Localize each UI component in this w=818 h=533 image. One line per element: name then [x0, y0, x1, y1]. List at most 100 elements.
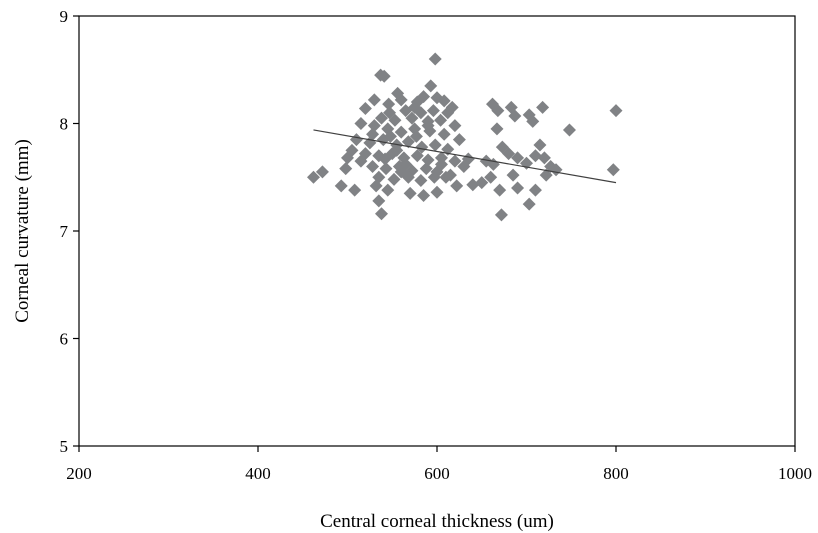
data-point [378, 152, 392, 166]
data-point [379, 162, 393, 176]
data-point [475, 176, 489, 190]
data-point [387, 172, 401, 186]
data-point [539, 168, 553, 182]
y-axis-title: Corneal curvature (mm) [12, 139, 33, 323]
data-point [403, 186, 417, 200]
data-point [428, 138, 442, 152]
data-point [430, 185, 444, 199]
data-point [522, 197, 536, 211]
data-point [366, 127, 380, 141]
data-point [383, 129, 397, 143]
data-point [508, 109, 522, 123]
data-point [354, 117, 368, 130]
data-point [424, 79, 438, 93]
x-tick-label: 200 [66, 464, 92, 483]
data-point [408, 100, 422, 114]
data-point [426, 104, 440, 118]
y-tick-label: 7 [60, 222, 69, 241]
data-point [306, 170, 320, 184]
data-point [315, 165, 329, 179]
y-tick-label: 9 [60, 7, 69, 26]
data-point [528, 149, 542, 163]
data-point [394, 165, 408, 179]
data-point [491, 104, 505, 118]
data-point [511, 181, 525, 195]
data-point [502, 147, 516, 161]
data-point [417, 90, 431, 104]
plot-border [78, 15, 796, 447]
data-point [410, 149, 424, 163]
data-point [382, 97, 396, 111]
data-point [537, 151, 551, 165]
data-point [421, 119, 435, 133]
data-point [533, 138, 547, 152]
data-point [511, 151, 525, 165]
data-point [461, 152, 475, 166]
trendline [313, 129, 617, 184]
data-point [367, 119, 381, 133]
data-point [367, 93, 381, 107]
data-point [334, 179, 348, 193]
data-point [414, 173, 428, 187]
data-point [493, 183, 507, 197]
trendline-group [313, 129, 617, 184]
data-point [450, 179, 464, 193]
data-point [358, 101, 372, 115]
data-point [390, 143, 404, 157]
data-point [419, 162, 433, 176]
data-point [609, 104, 623, 118]
data-point [341, 151, 354, 165]
data-point [394, 125, 408, 139]
data-point [339, 162, 353, 176]
y-tick-label: 8 [60, 115, 69, 134]
data-point [409, 129, 423, 143]
data-point [375, 111, 389, 125]
data-point [434, 113, 448, 127]
y-tick-label: 5 [60, 437, 69, 456]
data-point [506, 168, 520, 182]
data-point [606, 163, 620, 177]
data-point [354, 154, 368, 168]
x-axis-ticks: 200 400 600 800 1000 [66, 446, 812, 483]
plot-area [78, 15, 796, 447]
data-point [484, 170, 498, 184]
data-point [562, 123, 576, 137]
x-tick-label: 1000 [778, 464, 812, 483]
y-tick-label: 6 [60, 330, 69, 349]
data-point [417, 189, 431, 203]
data-point [490, 122, 504, 136]
data-point [439, 170, 453, 184]
x-tick-label: 800 [603, 464, 629, 483]
data-point [448, 154, 462, 168]
data-point [366, 160, 380, 173]
data-point [388, 113, 402, 127]
data-point [369, 179, 383, 193]
data-point [528, 183, 542, 197]
data-point [401, 135, 415, 149]
data-point [415, 140, 429, 154]
data-point [372, 194, 386, 208]
data-point [441, 106, 455, 120]
x-axis-title: Central corneal thickness (um) [320, 511, 554, 532]
data-point [421, 153, 435, 167]
data-point [427, 170, 441, 184]
x-tick-label: 600 [424, 464, 450, 483]
data-point [536, 100, 550, 114]
data-point [437, 94, 451, 108]
y-axis-ticks: 5 6 7 8 9 [60, 7, 79, 456]
data-point [381, 183, 395, 197]
data-point [348, 183, 362, 197]
data-point [428, 52, 442, 66]
data-point [448, 119, 462, 133]
data-point [526, 114, 540, 128]
data-point [377, 69, 391, 83]
data-point [494, 208, 508, 222]
x-tick-label: 400 [245, 464, 271, 483]
data-point [437, 127, 451, 141]
data-point [405, 111, 419, 125]
data-point [466, 178, 480, 192]
data-point [452, 133, 466, 147]
data-point [394, 93, 408, 107]
data-point [375, 207, 389, 221]
